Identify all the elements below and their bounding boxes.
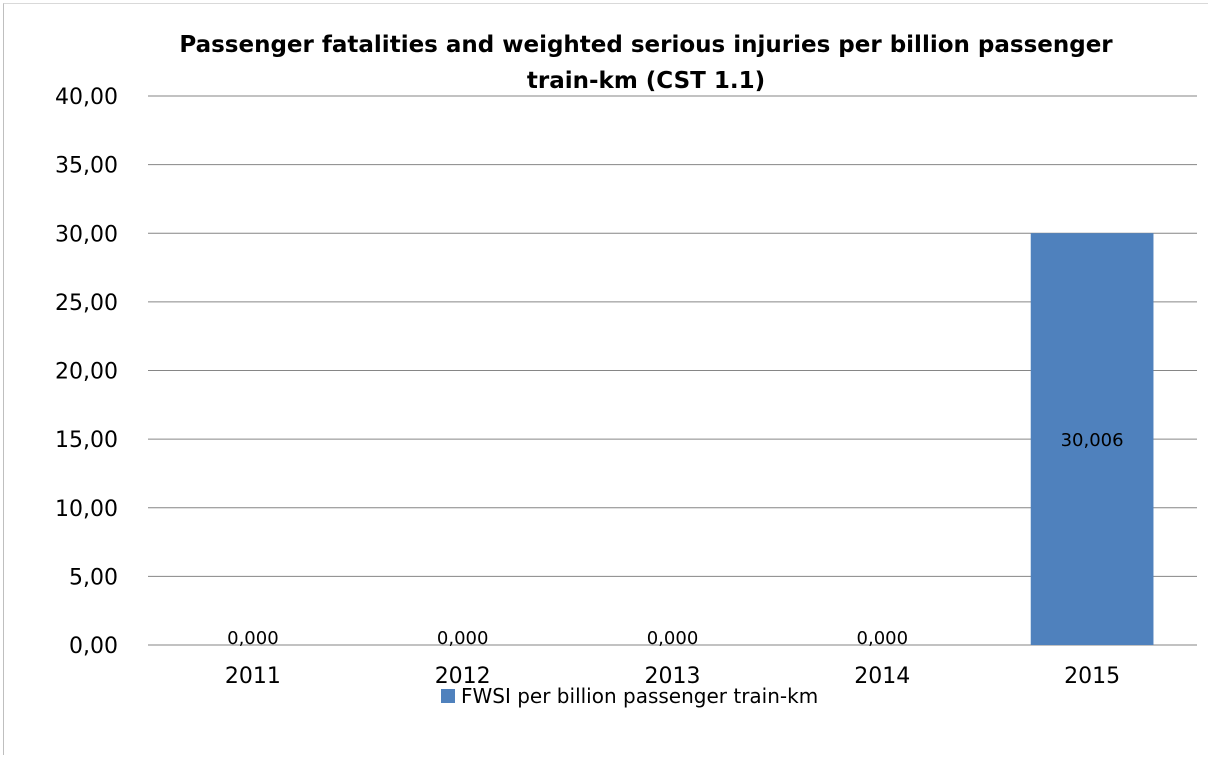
data-label-2015: 30,006 bbox=[1061, 430, 1124, 451]
bars bbox=[1030, 233, 1154, 645]
y-tick-label-1: 5,00 bbox=[69, 565, 118, 590]
chart-frame bbox=[3, 3, 1208, 755]
y-tick-label-2: 10,00 bbox=[55, 497, 118, 522]
legend-label: FWSI per billion passenger train-km bbox=[461, 684, 818, 708]
y-tick-label-6: 30,00 bbox=[55, 222, 118, 247]
y-tick-label-4: 20,00 bbox=[55, 360, 118, 385]
chart-title: Passenger fatalities and weighted seriou… bbox=[179, 32, 1113, 94]
x-axis-tick-labels: 2011 2012 2013 2014 2015 bbox=[225, 664, 1120, 689]
legend-swatch bbox=[441, 689, 455, 703]
y-tick-label-8: 40,00 bbox=[55, 85, 118, 110]
data-labels: 0,000 0,000 0,000 0,000 30,006 bbox=[227, 430, 1123, 649]
chart-title-line-2: train-km (CST 1.1) bbox=[527, 68, 765, 94]
y-gridlines bbox=[148, 95, 1197, 646]
y-tick-label-5: 25,00 bbox=[55, 291, 118, 316]
x-tick-label-2012: 2012 bbox=[435, 664, 491, 689]
legend: FWSI per billion passenger train-km bbox=[441, 684, 818, 708]
data-label-2014: 0,000 bbox=[857, 628, 909, 649]
x-tick-label-2013: 2013 bbox=[645, 664, 701, 689]
bar-2015 bbox=[1030, 233, 1154, 645]
chart-title-line-1: Passenger fatalities and weighted seriou… bbox=[179, 32, 1113, 58]
data-label-2011: 0,000 bbox=[227, 628, 279, 649]
y-tick-label-0: 0,00 bbox=[69, 634, 118, 659]
x-tick-label-2011: 2011 bbox=[225, 664, 281, 689]
x-tick-label-2014: 2014 bbox=[854, 664, 910, 689]
y-tick-label-3: 15,00 bbox=[55, 428, 118, 453]
y-tick-label-7: 35,00 bbox=[55, 154, 118, 179]
y-axis-tick-labels: 0,00 5,00 10,00 15,00 20,00 25,00 30,00 35,00 40… bbox=[55, 85, 118, 659]
x-tick-label-2015: 2015 bbox=[1064, 664, 1120, 689]
data-label-2013: 0,000 bbox=[647, 628, 699, 649]
data-label-2012: 0,000 bbox=[437, 628, 489, 649]
